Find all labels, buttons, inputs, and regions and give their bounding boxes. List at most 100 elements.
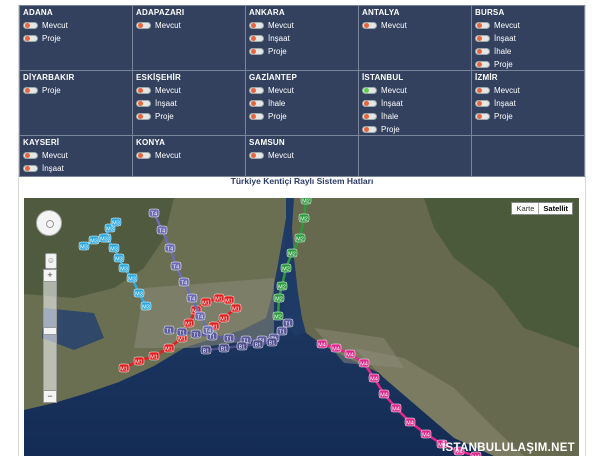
radio-toggle-icon[interactable]: [23, 151, 38, 159]
station-marker-icon[interactable]: T4: [202, 325, 214, 335]
station-marker-icon[interactable]: B1: [200, 345, 212, 355]
city-option[interactable]: İhale: [362, 110, 468, 122]
radio-toggle-icon[interactable]: [362, 86, 377, 94]
station-marker-icon[interactable]: M2: [280, 263, 292, 273]
station-marker-icon[interactable]: M1: [163, 343, 175, 353]
radio-toggle-icon[interactable]: [249, 86, 264, 94]
city-option[interactable]: Mevcut: [362, 19, 468, 31]
station-marker-icon[interactable]: T4: [170, 261, 182, 271]
station-marker-icon[interactable]: T4: [194, 311, 206, 321]
city-option[interactable]: Mevcut: [136, 149, 242, 161]
city-option[interactable]: Mevcut: [362, 84, 468, 96]
station-marker-icon[interactable]: M1: [230, 303, 242, 313]
city-option[interactable]: İhale: [249, 97, 355, 109]
radio-toggle-icon[interactable]: [475, 112, 490, 120]
station-marker-icon[interactable]: M4: [436, 439, 448, 449]
city-option[interactable]: İnşaat: [23, 162, 129, 174]
station-marker-icon[interactable]: M4: [470, 451, 482, 456]
radio-toggle-icon[interactable]: [475, 60, 490, 68]
city-option[interactable]: Mevcut: [249, 84, 355, 96]
city-option[interactable]: İnşaat: [136, 97, 242, 109]
city-option[interactable]: Mevcut: [23, 19, 129, 31]
station-marker-icon[interactable]: M2: [300, 198, 312, 205]
city-option[interactable]: Mevcut: [475, 84, 581, 96]
radio-toggle-icon[interactable]: [475, 34, 490, 42]
zoom-out-button[interactable]: −: [43, 390, 57, 403]
station-marker-icon[interactable]: T4: [178, 277, 190, 287]
station-marker-icon[interactable]: M3: [108, 243, 120, 253]
city-option[interactable]: Mevcut: [136, 19, 242, 31]
station-marker-icon[interactable]: M3: [88, 235, 100, 245]
station-marker-icon[interactable]: M1: [183, 318, 195, 328]
station-marker-icon[interactable]: M3: [98, 233, 110, 243]
map-view[interactable]: M3M3M3M3M3M3M3M3M3M3M3M3M2M2M2M2M2M2M2M2…: [24, 198, 579, 456]
radio-toggle-icon[interactable]: [136, 99, 151, 107]
station-marker-icon[interactable]: M4: [453, 446, 465, 456]
city-option[interactable]: Proje: [136, 110, 242, 122]
radio-toggle-icon[interactable]: [249, 112, 264, 120]
radio-toggle-icon[interactable]: [136, 86, 151, 94]
radio-toggle-icon[interactable]: [362, 112, 377, 120]
station-marker-icon[interactable]: M2: [276, 281, 288, 291]
station-marker-icon[interactable]: M4: [368, 373, 380, 383]
city-option[interactable]: İnşaat: [475, 32, 581, 44]
station-marker-icon[interactable]: T4: [148, 208, 160, 218]
station-marker-icon[interactable]: T4: [186, 293, 198, 303]
station-marker-icon[interactable]: M4: [358, 358, 370, 368]
city-option[interactable]: Mevcut: [136, 84, 242, 96]
city-option[interactable]: Mevcut: [23, 149, 129, 161]
city-option[interactable]: İnşaat: [249, 32, 355, 44]
radio-toggle-icon[interactable]: [136, 112, 151, 120]
radio-toggle-icon[interactable]: [475, 99, 490, 107]
station-marker-icon[interactable]: M3: [118, 263, 130, 273]
city-option[interactable]: Proje: [475, 110, 581, 122]
station-marker-icon[interactable]: T4: [164, 243, 176, 253]
pegman-icon[interactable]: ☺: [45, 253, 57, 269]
radio-toggle-icon[interactable]: [23, 86, 38, 94]
city-option[interactable]: Proje: [362, 123, 468, 135]
pan-control-icon[interactable]: [36, 210, 62, 236]
station-marker-icon[interactable]: M1: [133, 356, 145, 366]
city-option[interactable]: İnşaat: [362, 97, 468, 109]
zoom-slider[interactable]: + −: [43, 269, 57, 403]
station-marker-icon[interactable]: M3: [140, 301, 152, 311]
station-marker-icon[interactable]: B1: [252, 339, 264, 349]
station-marker-icon[interactable]: M4: [344, 349, 356, 359]
station-marker-icon[interactable]: M4: [390, 403, 402, 413]
station-marker-icon[interactable]: T1: [163, 325, 175, 335]
station-marker-icon[interactable]: M4: [420, 429, 432, 439]
city-option[interactable]: Mevcut: [475, 19, 581, 31]
radio-toggle-icon[interactable]: [249, 34, 264, 42]
radio-toggle-icon[interactable]: [362, 125, 377, 133]
station-marker-icon[interactable]: M1: [218, 313, 230, 323]
station-marker-icon[interactable]: M1: [213, 293, 225, 303]
station-marker-icon[interactable]: M3: [113, 253, 125, 263]
radio-toggle-icon[interactable]: [475, 47, 490, 55]
radio-toggle-icon[interactable]: [362, 21, 377, 29]
map-type-satellite-button[interactable]: Satellit: [538, 203, 572, 214]
city-option[interactable]: Mevcut: [249, 19, 355, 31]
station-marker-icon[interactable]: M2: [286, 248, 298, 258]
zoom-in-button[interactable]: +: [43, 269, 57, 282]
station-marker-icon[interactable]: B1: [266, 337, 278, 347]
radio-toggle-icon[interactable]: [249, 47, 264, 55]
station-marker-icon[interactable]: M2: [273, 293, 285, 303]
radio-toggle-icon[interactable]: [475, 21, 490, 29]
station-marker-icon[interactable]: M2: [294, 233, 306, 243]
station-marker-icon[interactable]: M2: [298, 213, 310, 223]
station-marker-icon[interactable]: M1: [223, 295, 235, 305]
station-marker-icon[interactable]: B1: [218, 343, 230, 353]
station-marker-icon[interactable]: M1: [200, 297, 212, 307]
radio-toggle-icon[interactable]: [249, 151, 264, 159]
station-marker-icon[interactable]: M4: [378, 389, 390, 399]
station-marker-icon[interactable]: M3: [110, 217, 122, 227]
radio-toggle-icon[interactable]: [362, 99, 377, 107]
station-marker-icon[interactable]: T1: [223, 333, 235, 343]
city-option[interactable]: Proje: [249, 110, 355, 122]
station-marker-icon[interactable]: M3: [78, 241, 90, 251]
station-marker-icon[interactable]: M4: [404, 417, 416, 427]
station-marker-icon[interactable]: T1: [282, 318, 294, 328]
station-marker-icon[interactable]: T4: [156, 225, 168, 235]
station-marker-icon[interactable]: M1: [148, 351, 160, 361]
city-option[interactable]: Proje: [475, 58, 581, 70]
